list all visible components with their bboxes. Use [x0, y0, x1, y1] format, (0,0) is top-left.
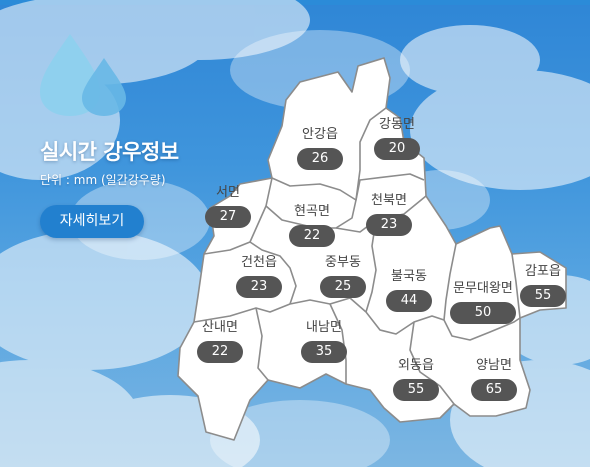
- district-yangnam[interactable]: 양남면 65: [457, 358, 531, 401]
- district-gangdong[interactable]: 강동면 20: [360, 117, 434, 160]
- district-angang[interactable]: 안강읍 26: [283, 127, 357, 170]
- rainfall-badge: 27: [205, 206, 251, 228]
- district-gampo[interactable]: 감포읍 55: [506, 264, 580, 307]
- rainfall-badge: 44: [386, 290, 432, 312]
- district-name: 중부동: [325, 255, 361, 270]
- rainfall-badge: 20: [374, 138, 420, 160]
- raindrop-icon: [40, 34, 126, 116]
- widget-title: 실시간 강우정보: [40, 140, 179, 164]
- rainfall-badge: 26: [297, 148, 343, 170]
- district-name: 현곡면: [294, 204, 330, 219]
- rainfall-badge: 55: [520, 285, 566, 307]
- district-naenam[interactable]: 내남면 35: [287, 320, 361, 363]
- district-seo[interactable]: 서면 27: [191, 185, 265, 228]
- district-name: 내남면: [306, 320, 342, 335]
- rainfall-badge: 22: [197, 341, 243, 363]
- district-jungbu[interactable]: 중부동 25: [306, 255, 380, 298]
- district-name: 산내면: [202, 320, 238, 335]
- rainfall-badge: 22: [289, 225, 335, 247]
- district-name: 건천읍: [241, 255, 277, 270]
- district-name: 천북면: [371, 193, 407, 208]
- rainfall-badge: 35: [301, 341, 347, 363]
- district-cheonbuk[interactable]: 천북면 23: [352, 193, 426, 236]
- district-name: 서면: [216, 185, 240, 200]
- district-munmudaewang[interactable]: 문무대왕면 50: [444, 281, 522, 324]
- district-name: 양남면: [476, 358, 512, 373]
- rainfall-badge: 25: [320, 276, 366, 298]
- district-name: 문무대왕면: [453, 281, 513, 296]
- district-sannae[interactable]: 산내면 22: [183, 320, 257, 363]
- district-name: 강동면: [379, 117, 415, 132]
- district-name: 불국동: [391, 269, 427, 284]
- rainfall-badge: 23: [236, 276, 282, 298]
- district-name: 감포읍: [525, 264, 561, 279]
- unit-label: 단위 : mm (일간강우량): [40, 173, 166, 187]
- rainfall-badge: 65: [471, 379, 517, 401]
- district-name: 외동읍: [398, 358, 434, 373]
- rainfall-badge: 50: [450, 302, 516, 324]
- rainfall-badge: 23: [366, 214, 412, 236]
- district-name: 안강읍: [302, 127, 338, 142]
- district-geoncheon[interactable]: 건천읍 23: [222, 255, 296, 298]
- district-oedong[interactable]: 외동읍 55: [379, 358, 453, 401]
- district-hyeongok[interactable]: 현곡면 22: [275, 204, 349, 247]
- detail-button[interactable]: 자세히보기: [40, 205, 144, 238]
- district-bulguk[interactable]: 불국동 44: [372, 269, 446, 312]
- rainfall-badge: 55: [393, 379, 439, 401]
